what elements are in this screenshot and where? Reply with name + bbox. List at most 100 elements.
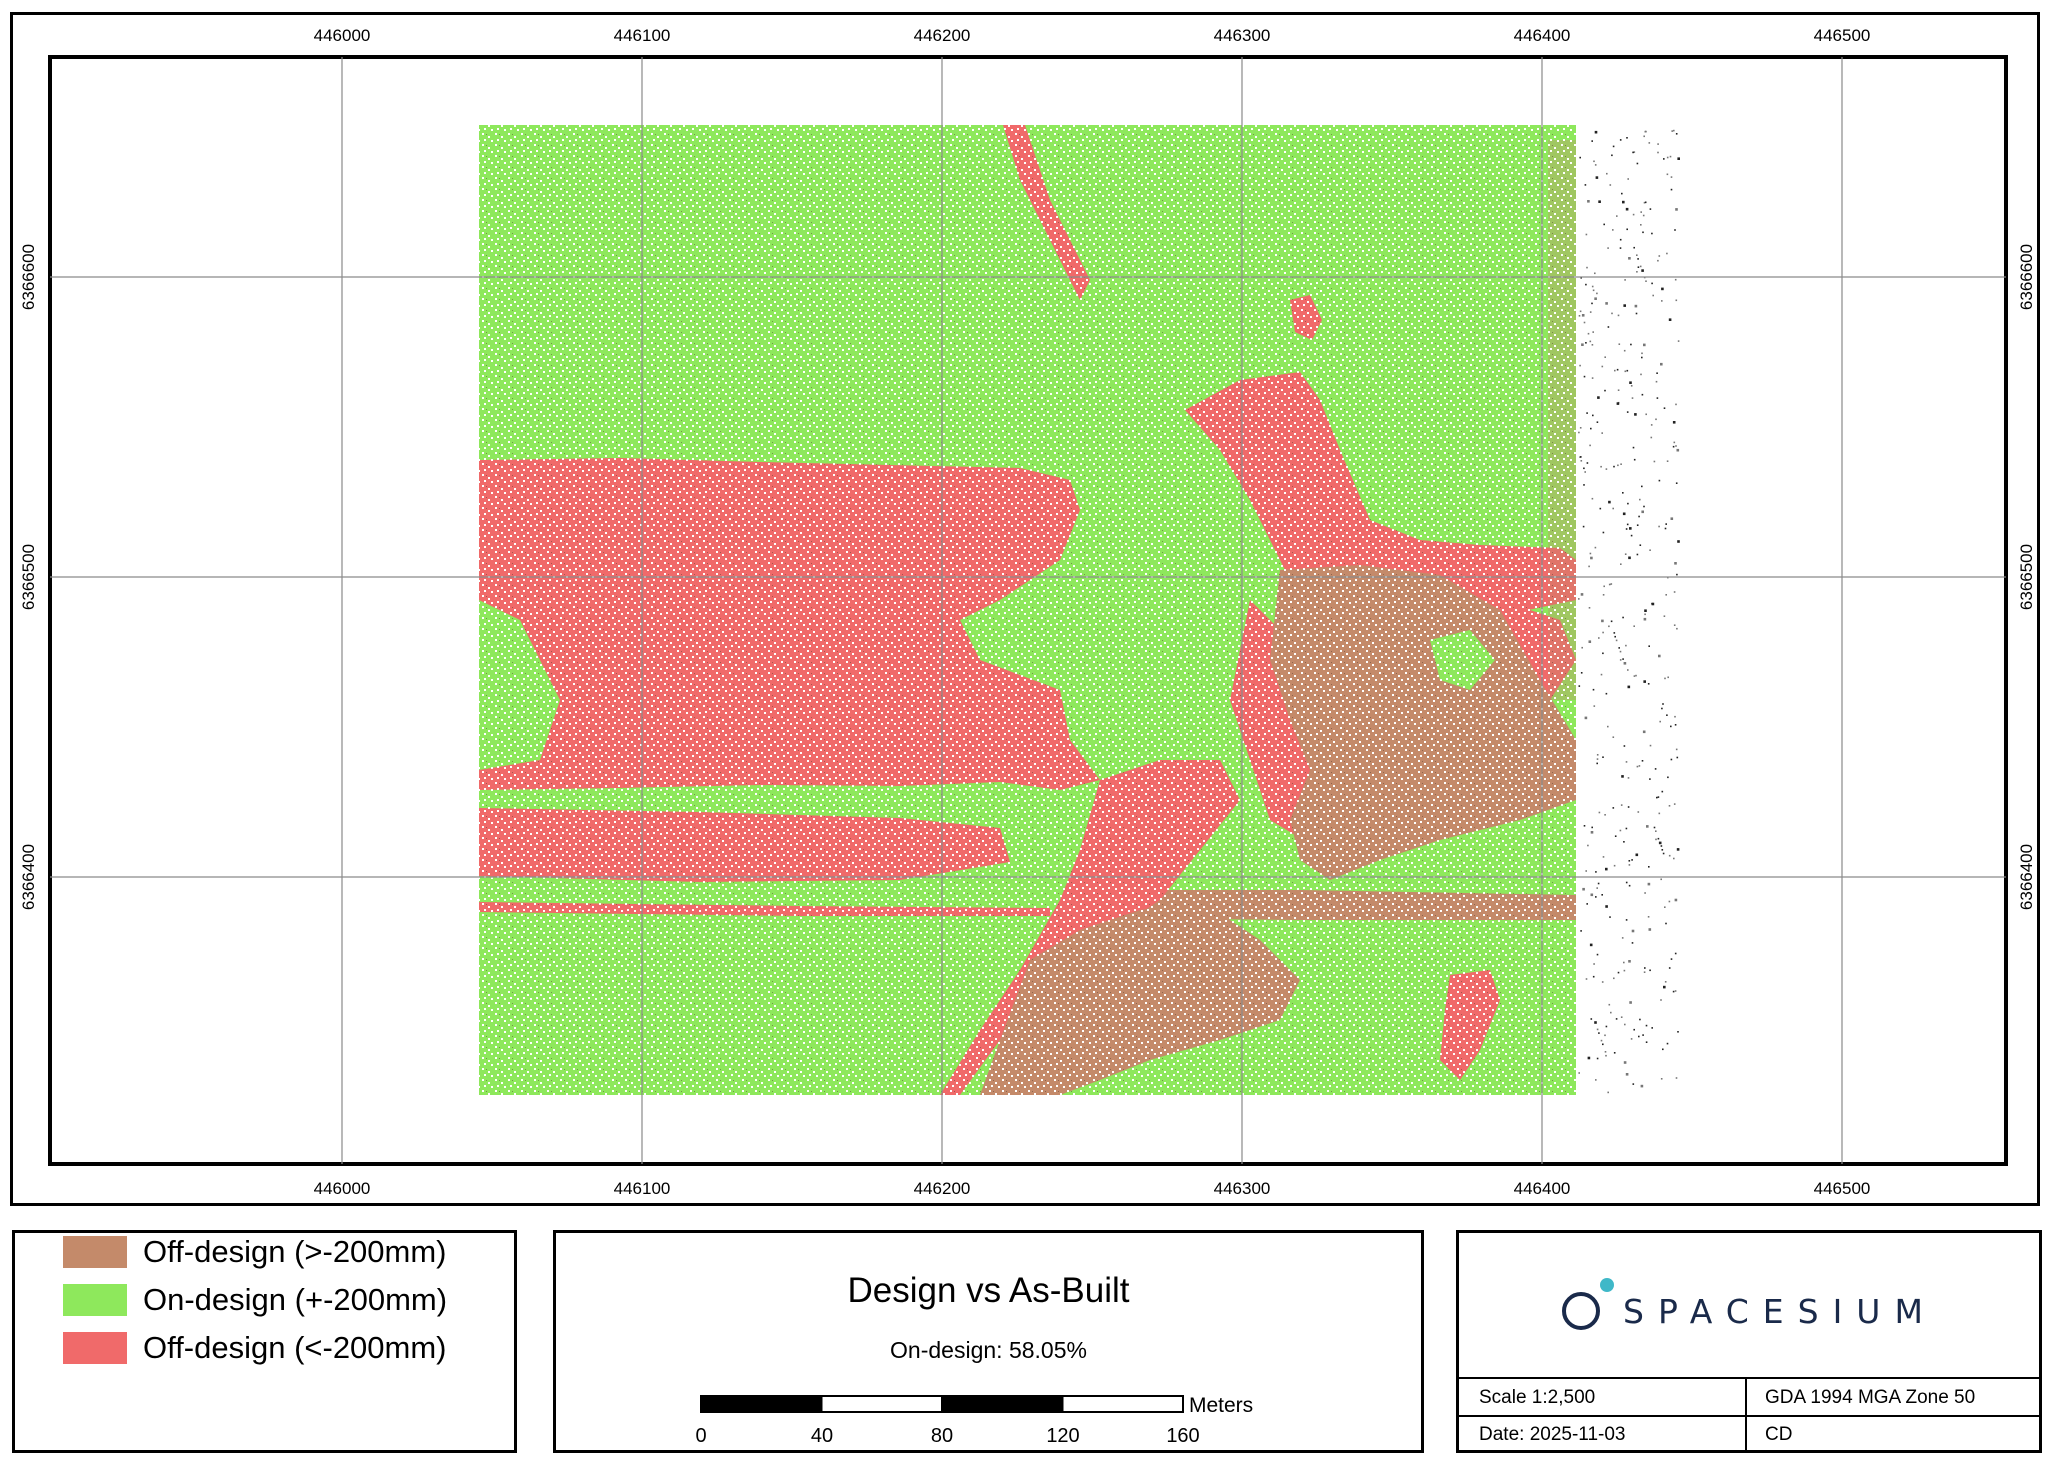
- outlier-point: [1675, 133, 1678, 135]
- outlier-point: [1627, 669, 1629, 671]
- outlier-point: [1675, 208, 1678, 211]
- outlier-point: [1623, 1061, 1627, 1064]
- outlier-point: [1651, 232, 1653, 235]
- outlier-point: [1604, 389, 1606, 392]
- outlier-point: [1580, 277, 1582, 279]
- outlier-point: [1649, 969, 1651, 972]
- outlier-point: [1670, 517, 1674, 520]
- outlier-point: [1660, 362, 1663, 366]
- outlier-point: [1627, 502, 1629, 505]
- outlier-point: [1640, 224, 1642, 226]
- logo-dot-icon: [1600, 1278, 1614, 1292]
- outlier-point: [1624, 370, 1627, 373]
- outlier-point: [1644, 892, 1646, 894]
- outlier-point: [1675, 445, 1677, 447]
- outlier-point: [1672, 445, 1675, 448]
- outlier-point: [1604, 356, 1606, 358]
- scale-bar-segment: [1061, 1395, 1184, 1413]
- outlier-point: [1641, 485, 1643, 488]
- outlier-point: [1593, 160, 1595, 163]
- outlier-point: [1677, 157, 1680, 160]
- outlier-point: [1604, 1034, 1606, 1037]
- outlier-point: [1586, 903, 1588, 905]
- outlier-point: [1672, 421, 1676, 424]
- logo-ring-icon: [1562, 1292, 1600, 1330]
- outlier-point: [1610, 1011, 1612, 1014]
- grid-coordinate-label: 446100: [614, 26, 671, 45]
- outlier-point: [1590, 1018, 1593, 1020]
- outlier-point: [1598, 1032, 1600, 1034]
- outlier-point: [1602, 594, 1605, 596]
- outlier-point: [1602, 856, 1605, 858]
- outlier-point: [1592, 975, 1595, 978]
- outlier-point: [1666, 156, 1669, 159]
- outlier-point: [1616, 402, 1620, 405]
- outlier-point: [1674, 724, 1677, 726]
- outlier-point: [1655, 418, 1657, 421]
- outlier-point: [1613, 465, 1615, 468]
- outlier-point: [1628, 884, 1631, 887]
- outlier-point: [1582, 887, 1585, 891]
- outlier-point: [1662, 852, 1665, 855]
- outlier-point: [1580, 930, 1582, 932]
- outlier-point: [1625, 881, 1628, 884]
- grid-coordinate-label: 446500: [1814, 26, 1871, 45]
- grid-coordinate-label: 6366500: [2017, 544, 2036, 610]
- outlier-point: [1655, 838, 1657, 841]
- outlier-point: [1674, 898, 1678, 902]
- outlier-point: [1595, 896, 1597, 898]
- outlier-point: [1640, 211, 1642, 213]
- outlier-point: [1579, 156, 1581, 159]
- outlier-point: [1649, 208, 1652, 210]
- grid-coordinate-label: 446400: [1514, 26, 1571, 45]
- outlier-point: [1587, 200, 1590, 203]
- outlier-point: [1605, 1025, 1608, 1028]
- grid-coordinate-label: 446300: [1214, 26, 1271, 45]
- outlier-point: [1625, 761, 1628, 763]
- scale-bar-segment: [700, 1395, 823, 1413]
- outlier-point: [1633, 246, 1635, 249]
- outlier-point: [1624, 279, 1626, 281]
- legend: Off-design (>-200mm) On-design (+-200mm)…: [12, 1230, 517, 1453]
- outlier-point: [1592, 331, 1594, 333]
- outlier-point: [1677, 1031, 1679, 1033]
- outlier-point: [1640, 1084, 1644, 1088]
- outlier-point: [1592, 289, 1595, 292]
- outlier-point: [1623, 841, 1625, 843]
- scale-bar-segment: [941, 1395, 1064, 1413]
- outlier-point: [1582, 525, 1585, 528]
- scale-bar-tick-label: 40: [811, 1425, 833, 1447]
- outlier-point: [1616, 368, 1619, 371]
- outlier-point: [1596, 421, 1599, 423]
- outlier-point: [1674, 952, 1677, 955]
- outlier-point: [1600, 673, 1603, 676]
- outlier-point: [1664, 677, 1666, 680]
- outlier-point: [1663, 985, 1666, 989]
- outlier-point: [1629, 381, 1632, 384]
- outlier-point: [1675, 482, 1678, 484]
- map-view[interactable]: 446000 446000 446100 446100 446200 446200 4463…: [0, 0, 2048, 1210]
- outlier-point: [1601, 981, 1604, 983]
- legend-label: Off-design (>-200mm): [143, 1234, 447, 1269]
- outlier-point: [1590, 831, 1594, 834]
- outlier-point: [1673, 129, 1675, 132]
- outlier-point: [1623, 304, 1626, 307]
- outlier-point: [1583, 484, 1585, 486]
- outlier-point: [1667, 776, 1669, 779]
- outlier-point: [1661, 849, 1664, 851]
- outlier-point: [1602, 652, 1604, 655]
- outlier-point: [1635, 853, 1639, 857]
- map-scale: Scale 1:2,500: [1479, 1387, 1596, 1408]
- outlier-point: [1594, 272, 1596, 275]
- outlier-point: [1578, 598, 1580, 600]
- outlier-point: [1658, 812, 1661, 815]
- outlier-point: [1623, 969, 1626, 972]
- outlier-point: [1643, 201, 1646, 204]
- outlier-point: [1629, 1001, 1632, 1004]
- outlier-point: [1641, 760, 1644, 762]
- outlier-point: [1613, 632, 1616, 634]
- outlier-point: [1657, 259, 1659, 262]
- outlier-point: [1587, 332, 1590, 335]
- outlier-point: [1626, 369, 1629, 372]
- outlier-point: [1614, 369, 1616, 372]
